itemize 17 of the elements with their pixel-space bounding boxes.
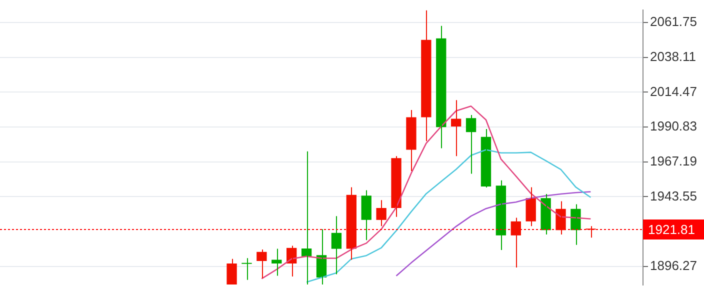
candlestick [406,110,416,172]
candlestick [226,258,237,285]
ref-line-label: 1921.81 [648,222,695,238]
y-tick-label: 1967.19 [650,153,697,168]
y-tick-label: 1990.83 [650,118,697,134]
candlestick [450,100,462,157]
y-tick-label: 1896.27 [650,258,697,273]
candlestick [272,248,282,276]
candlestick [256,249,267,279]
candlestick [242,258,252,280]
candlestick [376,200,386,227]
candlestick [421,10,432,142]
y-tick-label: 2014.47 [650,84,697,99]
candlestick [391,156,402,218]
y-tick-label: 2061.75 [650,14,697,30]
y-tick-label: 1943.55 [650,188,697,204]
y-tick-label: 2038.11 [650,48,696,64]
